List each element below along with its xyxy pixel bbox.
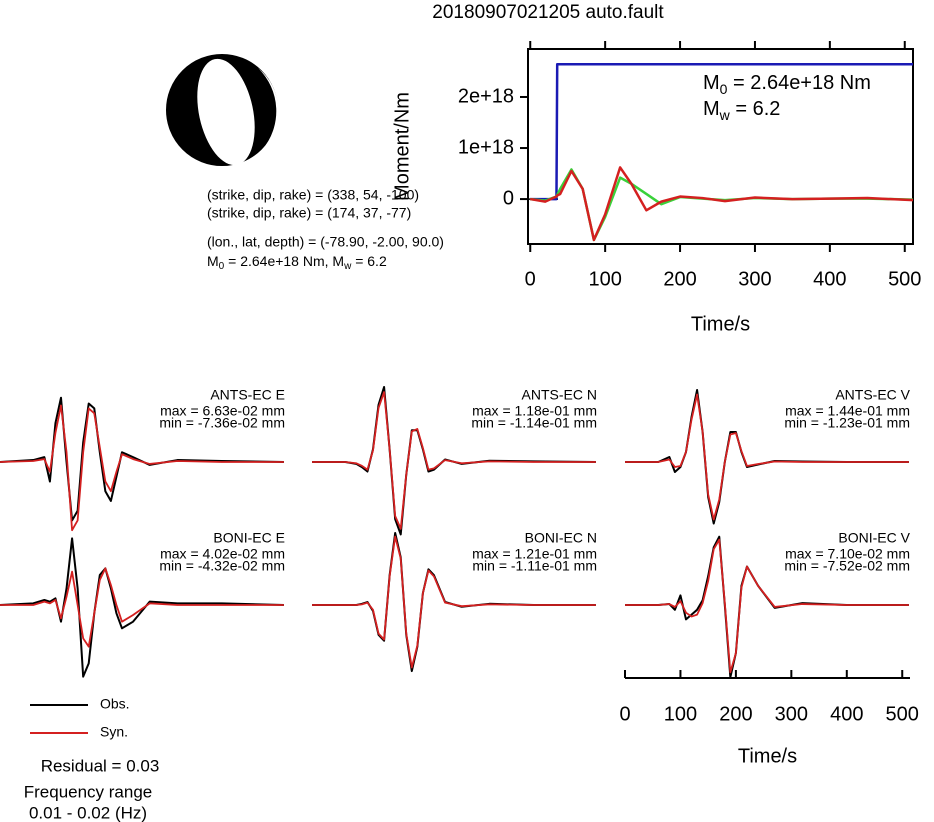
max-label: max = 4.02e-02 mm <box>160 546 285 562</box>
moment-line <box>530 168 914 242</box>
moment-line: M0 = 2.64e+18 Nm, Mw = 6.2 <box>207 253 387 272</box>
station-label: BONI-EC N <box>525 530 597 546</box>
station-label: ANTS-EC V <box>835 387 910 403</box>
station-label: ANTS-EC N <box>522 387 597 403</box>
moment-line <box>530 166 914 242</box>
legend-label: Syn. <box>100 724 128 740</box>
y-axis-label: Moment/Nm <box>391 92 413 201</box>
x-tick-label: 500 <box>888 268 921 290</box>
station-label: BONI-EC V <box>838 530 910 546</box>
moment-line <box>530 63 913 201</box>
y-tick-label: 1e+18 <box>458 136 514 158</box>
station-label: BONI-EC E <box>213 530 285 546</box>
beachball <box>166 54 279 166</box>
waveform <box>625 538 909 674</box>
max-label: max = 1.44e-01 mm <box>785 403 910 419</box>
x-tick-label: 300 <box>738 268 771 290</box>
waveform <box>625 393 909 521</box>
max-label: max = 1.18e-01 mm <box>472 403 597 419</box>
y-tick-label: 0 <box>503 187 514 209</box>
x-tick-label: 500 <box>886 703 919 725</box>
waveform <box>0 567 284 648</box>
legend-label: Obs. <box>100 696 130 712</box>
x-tick-label: 0 <box>525 268 536 290</box>
x-axis-label: Time/s <box>738 745 797 767</box>
x-tick-label: 100 <box>664 703 697 725</box>
min-label: min = -7.52e-02 mm <box>784 558 910 574</box>
frequency-label: Frequency range <box>24 782 153 801</box>
waveform <box>0 404 284 532</box>
x-axis-label: Time/s <box>691 313 750 335</box>
y-tick-label: 2e+18 <box>458 85 514 107</box>
waveform <box>312 535 596 669</box>
x-tick-label: 300 <box>775 703 808 725</box>
x-tick-label: 100 <box>588 268 621 290</box>
waveform <box>0 537 284 678</box>
min-label: min = -1.11e-01 mm <box>472 558 597 574</box>
mechanism-line: (strike, dip, rake) = (174, 37, -77) <box>207 205 411 221</box>
x-tick-label: 200 <box>719 703 752 725</box>
residual: Residual = 0.03 <box>41 756 160 775</box>
moment-annotation: M0 = 2.64e+18 Nm <box>703 72 871 96</box>
max-label: max = 7.10e-02 mm <box>785 546 910 562</box>
x-tick-label: 400 <box>813 268 846 290</box>
max-label: max = 1.21e-01 mm <box>472 546 597 562</box>
frequency-range: 0.01 - 0.02 (Hz) <box>29 803 147 822</box>
x-tick-label: 0 <box>619 703 630 725</box>
location-line: (lon., lat, depth) = (-78.90, -2.00, 90.… <box>207 234 444 250</box>
magnitude-annotation: Mw = 6.2 <box>703 98 780 122</box>
x-tick-label: 400 <box>830 703 863 725</box>
x-tick-label: 200 <box>663 268 696 290</box>
min-label: min = -7.36e-02 mm <box>159 415 285 431</box>
min-label: min = -4.32e-02 mm <box>159 558 285 574</box>
max-label: max = 6.63e-02 mm <box>160 403 285 419</box>
plot-frame <box>527 48 914 245</box>
mechanism-line: (strike, dip, rake) = (338, 54, -100) <box>207 187 419 203</box>
figure-title: 20180907021205 auto.fault <box>432 2 664 23</box>
station-label: ANTS-EC E <box>210 387 285 403</box>
waveform <box>312 391 596 530</box>
min-label: min = -1.14e-01 mm <box>471 415 597 431</box>
min-label: min = -1.23e-01 mm <box>784 415 910 431</box>
